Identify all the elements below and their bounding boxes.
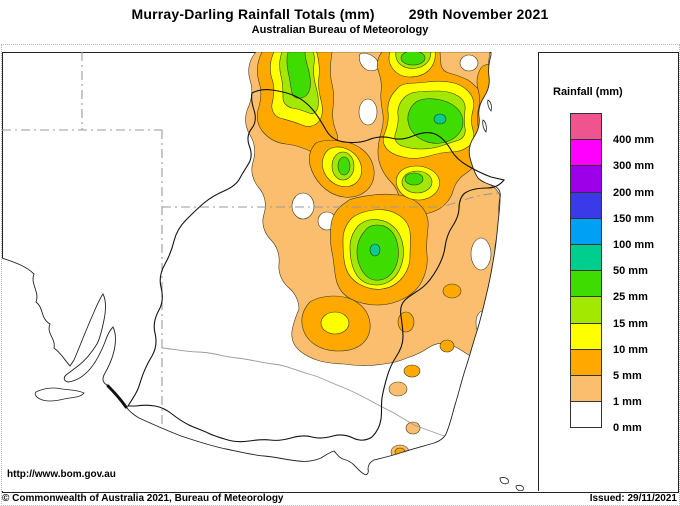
legend-swatch bbox=[570, 296, 602, 324]
contour-25mm bbox=[286, 52, 311, 99]
legend-swatch bbox=[570, 191, 602, 219]
islands bbox=[34, 99, 524, 491]
legend-swatch bbox=[570, 322, 602, 350]
legend-swatch bbox=[570, 401, 602, 429]
island-stradbroke bbox=[482, 119, 487, 133]
legend-label: 5 mm bbox=[613, 370, 642, 382]
legend-label: 100 mm bbox=[613, 239, 654, 251]
legend-label: 400 mm bbox=[613, 134, 654, 147]
legend-label: 200 mm bbox=[613, 186, 654, 199]
issued-date: Issued: 29/11/2021 bbox=[589, 493, 677, 504]
legend-label: 25 mm bbox=[613, 291, 648, 304]
copyright-text: © Commonwealth of Australia 2021, Bureau… bbox=[2, 493, 284, 504]
legend-label: 1 mm bbox=[613, 396, 642, 409]
legend-swatch bbox=[570, 139, 602, 167]
coastline bbox=[2, 52, 501, 476]
island-fraser bbox=[487, 99, 492, 112]
page-title: Murray-Darling Rainfall Totals (mm) 29th … bbox=[0, 6, 680, 22]
bom-url-label: http://www.bom.gov.au bbox=[7, 469, 116, 480]
contour-5mm-dot bbox=[403, 364, 421, 378]
legend-label: 300 mm bbox=[613, 160, 654, 173]
legend-label: 15 mm bbox=[613, 317, 648, 330]
legend-swatch bbox=[570, 113, 602, 141]
map-area bbox=[2, 52, 538, 491]
legend-color-scale bbox=[570, 113, 602, 429]
legend-swatch bbox=[570, 217, 602, 245]
border-nsw-vic-murray bbox=[161, 347, 445, 437]
contour-50mm-dot bbox=[433, 113, 447, 125]
coorong-coast bbox=[106, 384, 128, 409]
legend-label: 10 mm bbox=[613, 343, 648, 356]
contour-50mm-dot bbox=[369, 243, 381, 257]
contour-5mm-dot bbox=[439, 339, 455, 353]
border-qld-nsw bbox=[162, 192, 499, 208]
kangaroo-island bbox=[34, 387, 85, 402]
legend-swatch bbox=[570, 348, 602, 376]
contour-1mm-patch bbox=[405, 421, 421, 435]
island-se-1 bbox=[499, 477, 509, 485]
legend-swatch bbox=[570, 270, 602, 298]
legend-swatch bbox=[570, 243, 602, 272]
legend-swatch bbox=[570, 165, 602, 193]
basin-boundary bbox=[127, 89, 505, 443]
legend-swatch bbox=[570, 374, 602, 403]
rainfall-contours bbox=[245, 52, 501, 460]
contour-25mm-dot bbox=[400, 52, 426, 66]
page-subtitle: Australian Bureau of Meteorology bbox=[251, 24, 429, 36]
contour-25mm-dot bbox=[337, 156, 351, 176]
legend-label: 0 mm bbox=[613, 422, 642, 435]
map-svg bbox=[2, 52, 538, 491]
title-date: 29th November 2021 bbox=[408, 6, 549, 22]
contour-10mm-dot bbox=[320, 311, 350, 335]
title-text: Murray-Darling Rainfall Totals (mm) bbox=[131, 6, 375, 22]
ocean bbox=[2, 52, 538, 491]
legend-label: 150 mm bbox=[613, 212, 654, 225]
legend-title: Rainfall (mm) bbox=[553, 86, 623, 98]
map-legend-divider bbox=[538, 52, 539, 491]
contour-25mm-dot bbox=[404, 172, 424, 186]
contour-1mm-patch bbox=[388, 381, 408, 397]
contour-5mm-dot bbox=[442, 283, 462, 299]
island-se-2 bbox=[515, 484, 524, 491]
legend-label: 50 mm bbox=[613, 265, 648, 278]
state-borders bbox=[2, 52, 499, 427]
